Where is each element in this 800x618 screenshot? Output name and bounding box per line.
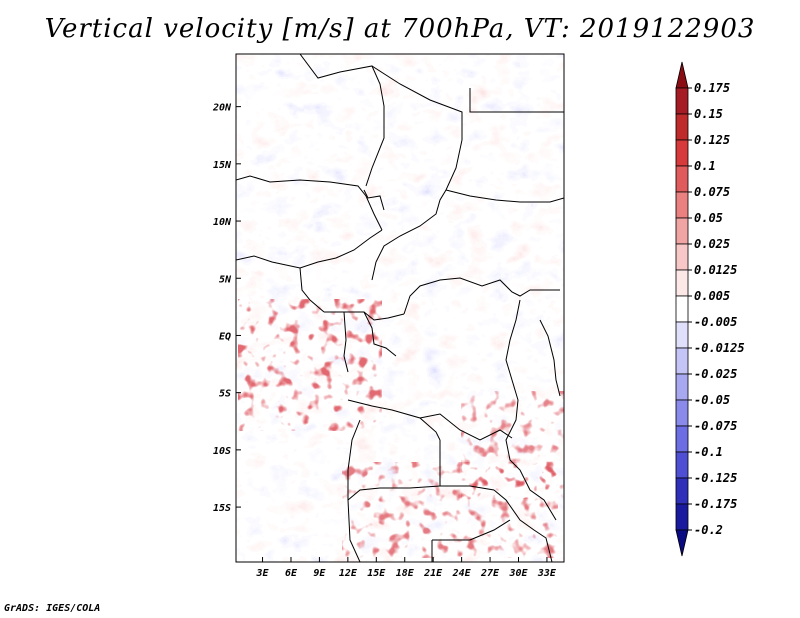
x-tick-label: 12E: [339, 568, 358, 579]
colorbar-swatch: [675, 425, 689, 453]
colorbar-label: 0.175: [694, 81, 730, 95]
colorbar-label: -0.1: [694, 445, 723, 459]
colorbar-label: 0.15: [694, 107, 723, 121]
colorbar-label: -0.0125: [694, 341, 745, 355]
x-tick-label: 21E: [423, 568, 443, 579]
colorbar-swatch: [675, 321, 689, 349]
colorbar-swatch: [675, 451, 689, 479]
colorbar-swatch: [675, 269, 689, 297]
y-tick-label: 10N: [213, 217, 232, 228]
chart-title: Vertical velocity [m/s] at 700hPa, VT: 2…: [44, 14, 756, 44]
colorbar-swatch: [675, 113, 689, 141]
country-borders: [236, 54, 564, 562]
x-tick-label: 33E: [537, 568, 557, 579]
colorbar-label: 0.025: [694, 237, 730, 251]
grads-footer: GrADS: IGES/COLA: [4, 603, 101, 614]
colorbar-label: 0.005: [694, 289, 730, 303]
y-tick-label: 5S: [219, 389, 231, 400]
colorbar-swatch: [675, 217, 689, 245]
x-tick-label: 6E: [285, 568, 298, 579]
colorbar-swatch: [675, 139, 689, 167]
colorbar-label: -0.05: [694, 393, 730, 407]
colorbar-swatch: [675, 61, 689, 89]
x-tick-label: 24E: [452, 568, 472, 579]
colorbar-label: -0.005: [694, 315, 737, 329]
colorbar-swatch: [675, 477, 689, 505]
y-axis: 20N 15N 10N 5N EQ 5S 10S 15S: [212, 103, 241, 514]
colorbar-label: -0.025: [694, 367, 737, 381]
colorbar-label: -0.2: [694, 523, 723, 537]
y-tick-label: 15N: [213, 160, 232, 171]
x-axis: 3E 6E 9E 12E 15E 18E 21E 24E 27E 30E 33E: [256, 557, 557, 579]
colorbar-swatch: [675, 503, 689, 531]
y-tick-label: 5N: [219, 274, 232, 285]
colorbar-label: 0.075: [694, 185, 730, 199]
colorbar-swatch: [675, 87, 689, 115]
plot-frame: [235, 53, 565, 563]
y-tick-label: 10S: [213, 446, 231, 457]
x-tick-label: 15E: [367, 568, 386, 579]
x-tick-label: 18E: [396, 568, 415, 579]
colorbar-swatch: [675, 165, 689, 193]
y-tick-label: 15S: [213, 503, 231, 514]
colorbar-swatch: [675, 399, 689, 427]
colorbar: 0.175 0.15 0.125 0.1 0.075 0.05 0.025 0.0125 0.0…: [675, 61, 745, 557]
velocity-field: [236, 54, 564, 562]
x-tick-label: 9E: [313, 568, 326, 579]
colorbar-swatch: [675, 529, 689, 557]
colorbar-label: -0.175: [694, 497, 737, 511]
colorbar-label: -0.075: [694, 419, 737, 433]
colorbar-swatch: [675, 347, 689, 375]
x-tick-label: 27E: [480, 568, 500, 579]
y-tick-label: EQ: [219, 331, 231, 342]
colorbar-label: 0.05: [694, 211, 723, 225]
colorbar-swatch: [675, 243, 689, 271]
x-tick-label: 3E: [256, 568, 270, 579]
colorbar-swatch: [675, 295, 689, 323]
colorbar-label: -0.125: [694, 471, 737, 485]
colorbar-swatch: [675, 191, 689, 219]
y-tick-label: 20N: [212, 103, 232, 114]
x-tick-label: 30E: [508, 568, 528, 579]
colorbar-label: 0.1: [694, 159, 716, 173]
colorbar-swatch: [675, 373, 689, 401]
colorbar-label: 0.0125: [694, 263, 737, 277]
colorbar-label: 0.125: [694, 133, 730, 147]
